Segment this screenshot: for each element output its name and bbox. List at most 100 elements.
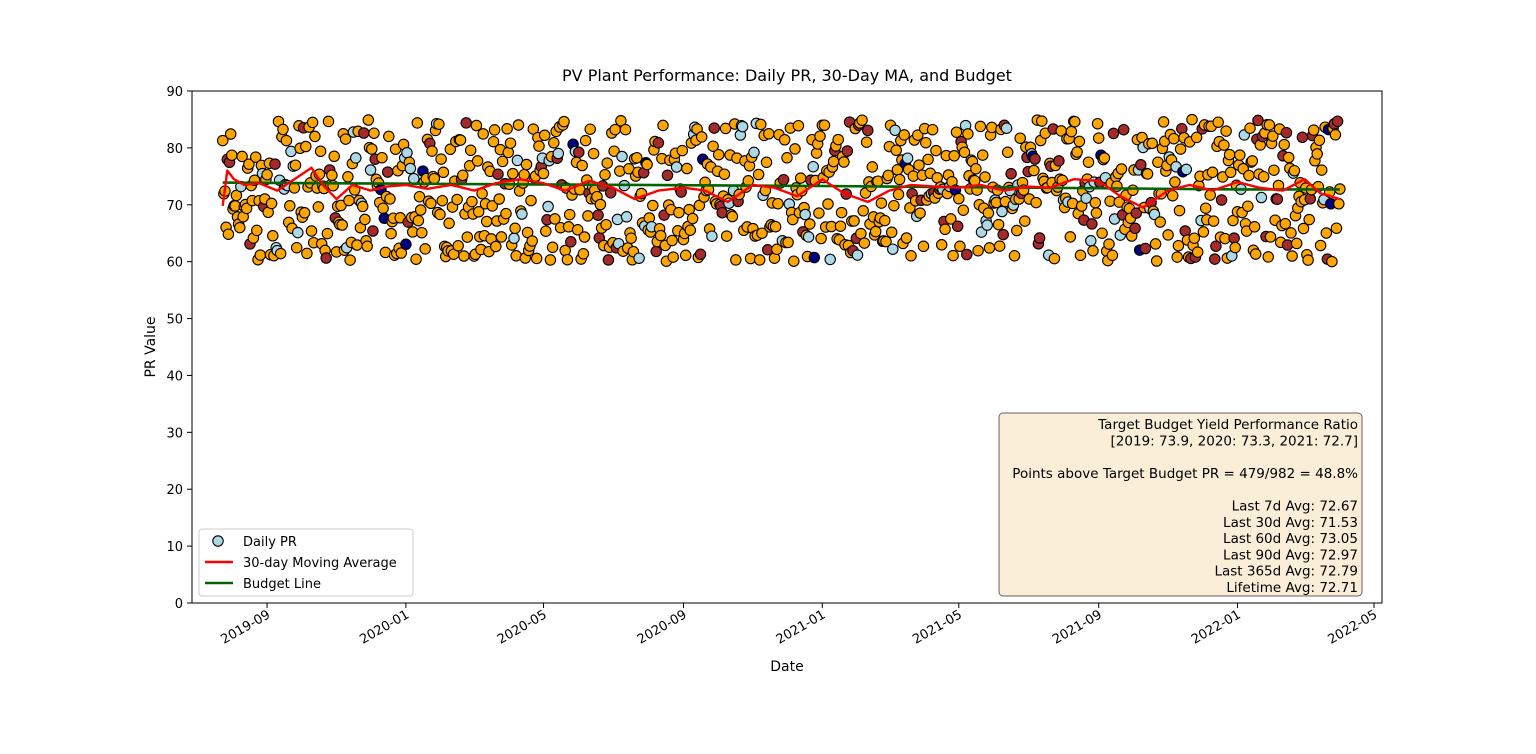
daily-pr-point xyxy=(1074,249,1087,262)
daily-pr-point xyxy=(961,248,973,261)
daily-pr-point xyxy=(979,171,991,183)
daily-pr-point xyxy=(802,231,815,243)
daily-pr-point xyxy=(858,237,871,249)
daily-pr-point xyxy=(224,128,237,140)
daily-pr-point xyxy=(1290,237,1303,250)
daily-pr-point xyxy=(226,149,238,161)
daily-pr-point xyxy=(236,150,248,163)
daily-pr-point xyxy=(1053,155,1065,167)
daily-pr-point xyxy=(533,140,545,152)
daily-pr-point xyxy=(516,208,528,220)
daily-pr-point xyxy=(922,153,934,166)
daily-pr-point xyxy=(834,220,847,232)
daily-pr-point xyxy=(926,123,939,136)
daily-pr-point xyxy=(983,242,996,254)
daily-pr-point xyxy=(381,166,394,178)
daily-pr-point xyxy=(240,202,253,215)
daily-pr-point xyxy=(818,119,831,131)
daily-pr-point xyxy=(661,169,674,182)
daily-pr-point xyxy=(1204,189,1216,201)
daily-pr-point xyxy=(712,148,725,161)
daily-pr-point xyxy=(1065,125,1078,138)
daily-pr-point xyxy=(336,219,348,231)
y-tick-label: 80 xyxy=(166,142,183,157)
daily-pr-point xyxy=(948,150,960,162)
daily-pr-point xyxy=(815,232,827,245)
daily-pr-point xyxy=(1103,238,1115,250)
daily-pr-point xyxy=(1248,221,1261,233)
daily-pr-point xyxy=(1311,148,1323,160)
daily-pr-point xyxy=(822,198,834,210)
daily-pr-point xyxy=(892,188,905,201)
daily-pr-point xyxy=(1330,222,1343,234)
daily-pr-point xyxy=(875,197,888,209)
daily-pr-point xyxy=(565,236,577,248)
daily-pr-point xyxy=(807,160,819,173)
daily-pr-point xyxy=(879,214,891,227)
daily-pr-point xyxy=(707,140,719,152)
daily-pr-point xyxy=(1146,137,1158,150)
daily-pr-point xyxy=(706,230,718,242)
daily-pr-point xyxy=(935,239,948,251)
daily-pr-point xyxy=(457,169,469,182)
daily-pr-point xyxy=(1303,213,1315,226)
daily-pr-point xyxy=(451,193,463,206)
daily-pr-point xyxy=(1286,250,1298,262)
daily-pr-point xyxy=(487,135,500,148)
daily-pr-point xyxy=(1172,239,1185,252)
daily-pr-point xyxy=(414,204,427,216)
daily-pr-point xyxy=(1091,117,1104,130)
daily-pr-point xyxy=(368,127,380,139)
y-tick-label: 20 xyxy=(166,483,183,498)
daily-pr-point xyxy=(537,167,550,180)
chart-title: PV Plant Performance: Daily PR, 30-Day M… xyxy=(562,66,1012,85)
daily-pr-point xyxy=(1174,143,1187,155)
daily-pr-point xyxy=(1173,204,1186,217)
daily-pr-point xyxy=(320,252,332,264)
legend-label: 30-day Moving Average xyxy=(243,556,397,571)
daily-pr-point xyxy=(300,140,312,153)
daily-pr-point xyxy=(1255,191,1268,204)
daily-pr-point xyxy=(576,159,588,172)
stats-box: Target Budget Yield Performance Ratio[20… xyxy=(998,412,1363,597)
daily-pr-point xyxy=(694,248,707,261)
y-tick-label: 40 xyxy=(166,369,183,384)
daily-pr-point xyxy=(254,249,267,261)
daily-pr-point xyxy=(1135,159,1147,171)
daily-pr-point xyxy=(982,207,995,219)
daily-pr-point xyxy=(507,167,519,180)
daily-pr-point xyxy=(314,145,327,158)
daily-pr-point xyxy=(1011,224,1023,237)
daily-pr-point xyxy=(587,147,600,160)
daily-pr-point xyxy=(464,144,477,157)
stats-line: Last 365d Avg: 72.79 xyxy=(1214,564,1358,580)
daily-pr-point xyxy=(366,143,378,155)
daily-pr-point xyxy=(1082,156,1095,168)
y-tick-label: 0 xyxy=(175,597,183,612)
daily-pr-point xyxy=(1297,222,1310,235)
daily-pr-point xyxy=(1019,215,1031,227)
daily-pr-point xyxy=(962,128,974,140)
daily-pr-point xyxy=(434,208,446,221)
daily-pr-point xyxy=(851,249,864,261)
daily-pr-point xyxy=(322,115,335,128)
daily-pr-point xyxy=(444,143,457,156)
daily-pr-point xyxy=(298,207,311,219)
daily-pr-point xyxy=(1115,163,1128,175)
stats-line: Target Budget Yield Performance Ratio xyxy=(1097,417,1358,433)
x-axis-title: Date xyxy=(770,659,803,675)
daily-pr-point xyxy=(410,253,422,265)
daily-pr-point xyxy=(461,231,474,243)
daily-pr-point xyxy=(957,204,970,216)
daily-pr-point xyxy=(249,151,262,163)
daily-pr-point xyxy=(1223,148,1236,161)
daily-pr-point xyxy=(385,227,397,240)
daily-pr-point xyxy=(395,247,408,259)
daily-pr-point xyxy=(753,254,766,266)
y-axis: 0 10 20 30 40 50 60 70 80 90 xyxy=(166,85,192,612)
daily-pr-point xyxy=(383,130,395,143)
daily-pr-point xyxy=(1069,115,1081,128)
daily-pr-point xyxy=(913,159,925,171)
daily-pr-point xyxy=(1085,235,1097,247)
daily-pr-point xyxy=(509,222,521,235)
